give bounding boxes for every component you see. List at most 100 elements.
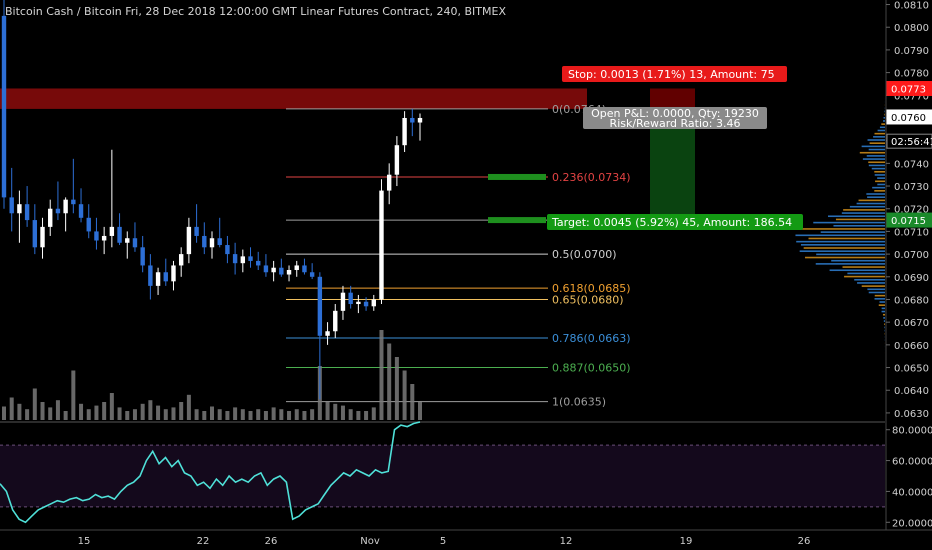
volume-bar [171,407,176,420]
volume-bar [2,406,6,420]
volume-profile-bar [835,218,885,221]
volume-bar [271,407,276,420]
volume-profile-bar [856,202,885,205]
volume-bar [32,388,37,420]
y-tick-label: 0.0720 [894,205,929,216]
candle-body [394,145,400,175]
candle-body [348,292,353,305]
volume-profile-bar [875,180,885,183]
volume-profile-bar [869,142,885,144]
volume-bar [55,400,60,420]
volume-profile-bar [878,304,885,306]
candle-body [78,204,84,218]
volume-profile-bar [801,228,885,230]
volume-profile-bar [857,282,885,284]
y-tick-label: 0.0700 [894,250,929,261]
volume-bar [225,411,230,420]
volume-profile-bar [881,310,885,313]
volume-profile-bar [866,193,885,195]
volume-profile-bar [877,129,885,132]
y-tick-label: 0.0730 [894,182,929,193]
candle-body [9,197,14,214]
volume-bar [302,411,307,420]
volume-profile-bar [796,240,885,243]
volume-bar [418,402,422,420]
rsi-tick-label: 80.0000 [892,426,932,437]
open-pnl: Open P&L: 0.0000, Qty: 19230 [591,107,759,120]
y-tick-label: 0.0740 [894,159,929,170]
volume-profile-bar [795,234,885,237]
volume-bar [210,406,214,420]
rsi-tick-label: 20.0000 [892,518,932,529]
x-tick-label: 26 [265,536,278,547]
volume-profile-bar [861,145,885,148]
volume-profile-bar [868,291,885,294]
y-tick-label: 0.0640 [894,386,929,397]
volume-profile-bar [866,155,885,157]
x-tick-label: 26 [798,536,811,547]
volume-profile-bar [884,323,885,326]
rsi-tick-label: 40.0000 [892,487,932,498]
volume-bar [248,411,253,420]
candle-body [101,235,107,241]
volume-bar [348,409,353,420]
volume-bar [63,411,68,420]
volume-profile-bar [849,205,885,208]
volume-profile-bar [873,136,885,138]
x-tick-label: Nov [360,536,380,547]
volume-profile-bar [800,244,885,246]
volume-profile-bar [847,272,885,275]
candle-body [178,254,184,266]
volume-profile-bar [854,278,885,281]
volume-profile-bar [833,224,885,227]
volume-bar [86,409,91,420]
volume-bar [186,394,191,420]
volume-bar [148,400,153,420]
volume-profile-bar [874,170,885,173]
candle-body [148,265,153,286]
candle-body [48,208,53,227]
candle-body [240,256,246,264]
volume-bar [394,357,399,420]
volume-bar [263,411,268,420]
volume-profile-bar [805,256,885,259]
candle-body [55,208,61,214]
candle-body [194,226,199,236]
x-tick-label: 15 [78,536,91,547]
rsi-line [0,421,421,524]
target-label-box [547,214,803,230]
candle-body [163,272,168,282]
fib-label-0.65: 0.65(0.0680) [552,293,624,306]
volume-bar [240,409,245,420]
price-tag: 02:56:41 [891,137,932,148]
volume-profile-bar [858,199,885,202]
candle-body [333,310,338,332]
candle-body [325,331,330,336]
fib-label-1: 1(0.0635) [552,396,606,409]
volume-bar [364,411,369,420]
volume-profile-bar [874,294,885,297]
y-tick-label: 0.0800 [894,23,929,34]
candle-body [125,238,130,243]
candle-body [386,174,392,191]
volume-profile-bar [874,190,885,192]
volume-bar [310,409,315,420]
risk-reward: Risk/Reward Ratio: 3.46 [610,117,741,130]
candle-body [363,301,369,307]
fib-label-0.786: 0.786(0.0663) [552,332,631,345]
price-tag-box [886,80,932,96]
volume-bar [410,384,415,420]
volume-profile-bar [820,231,885,233]
volume-profile-bar [827,215,885,218]
volume-profile-bar [867,139,885,141]
price-tag-box [886,109,932,125]
candle-body [217,238,222,246]
volume-profile-bar [829,269,885,272]
stop-label-box [562,66,787,82]
volume-profile-bar [874,132,885,135]
fib-label-0.618: 0.618(0.0685) [552,282,631,295]
volume-profile-bar [842,266,885,268]
candle-body [271,267,276,273]
